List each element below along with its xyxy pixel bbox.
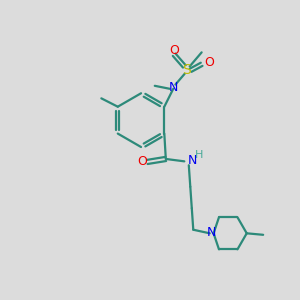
Text: S: S bbox=[182, 63, 191, 77]
Text: H: H bbox=[195, 150, 203, 160]
Text: O: O bbox=[137, 155, 147, 168]
Text: O: O bbox=[204, 56, 214, 69]
Text: O: O bbox=[169, 44, 179, 57]
Text: N: N bbox=[187, 154, 197, 167]
Text: N: N bbox=[169, 81, 178, 94]
Text: N: N bbox=[206, 226, 216, 239]
